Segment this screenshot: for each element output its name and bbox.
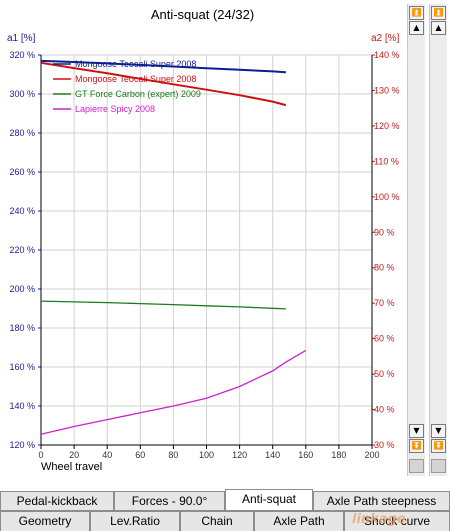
series-line bbox=[40, 349, 307, 435]
y-left-tick-label: 200 % bbox=[9, 284, 35, 294]
y-right-tick-label: 40 % bbox=[374, 405, 395, 415]
tab-chain[interactable]: Chain bbox=[180, 511, 254, 531]
scroll-down-icon[interactable]: ▼ bbox=[409, 424, 424, 438]
y-left-tick-label: 280 % bbox=[9, 128, 35, 138]
y-right-tick-label: 130 % bbox=[374, 85, 400, 95]
scroll-thumb[interactable] bbox=[431, 459, 446, 473]
scroll-top-icon[interactable]: ⏫ bbox=[409, 6, 424, 20]
tab-geometry[interactable]: Geometry bbox=[0, 511, 90, 531]
y-right-tick-label: 70 % bbox=[374, 298, 395, 308]
y-right-tick-label: 30 % bbox=[374, 440, 395, 450]
tab-shock-curve[interactable]: Shock curve bbox=[344, 511, 450, 531]
x-tick-label: 200 bbox=[364, 450, 379, 460]
chart-grid bbox=[41, 54, 373, 445]
scroll-top-icon[interactable]: ⏫ bbox=[431, 6, 446, 20]
x-tick-label: 20 bbox=[69, 450, 79, 460]
anti-squat-chart: 0 20 40 60 80 100 120 140 160 180 200 120 % 140 % 160… bbox=[9, 50, 399, 473]
tab-forces[interactable]: Forces - 90.0° bbox=[114, 491, 225, 510]
x-tick-label: 140 bbox=[265, 450, 280, 460]
tab-pedal-kickback[interactable]: Pedal-kickback bbox=[0, 491, 114, 510]
legend-entry: Mongoose Teocali Super 2008 bbox=[75, 74, 196, 84]
scroll-bottom-icon[interactable]: ⏬ bbox=[431, 439, 446, 453]
chart-series bbox=[40, 59, 307, 435]
x-tick-label: 60 bbox=[135, 450, 145, 460]
legend-entry: GT Force Carbon (expert) 2009 bbox=[75, 89, 201, 99]
tab-divider bbox=[0, 510, 450, 511]
scroll-thumb[interactable] bbox=[409, 459, 424, 473]
y-left-tick-label: 120 % bbox=[9, 440, 35, 450]
y-right-tick-label: 80 % bbox=[374, 263, 395, 273]
legend-entry: Lapierre Spicy 2008 bbox=[75, 104, 155, 114]
x-tick-label: 100 bbox=[199, 450, 214, 460]
x-axis-label: Wheel travel bbox=[41, 461, 102, 473]
tab-axle-path-steepness[interactable]: Axle Path steepness bbox=[313, 491, 450, 510]
tab-lev-ratio[interactable]: Lev.Ratio bbox=[90, 511, 180, 531]
scroll-down-icon[interactable]: ▼ bbox=[431, 424, 446, 438]
left-axis-unit: a1 [%] bbox=[7, 33, 36, 44]
y-right-tick-label: 140 % bbox=[374, 50, 400, 60]
y-left-tick-label: 320 % bbox=[9, 50, 35, 60]
x-tick-label: 120 bbox=[232, 450, 247, 460]
y-left-tick-label: 160 % bbox=[9, 362, 35, 372]
y-left-tick-label: 180 % bbox=[9, 323, 35, 333]
tab-row-top: Pedal-kickback Forces - 90.0° Anti-squat… bbox=[0, 489, 450, 510]
chart-legend: Mongoose Teocali Super 2008 Mongoose Teoc… bbox=[53, 59, 201, 114]
tab-row-bottom: Geometry Lev.Ratio Chain Axle Path Shock… bbox=[0, 511, 450, 531]
legend-entry: Mongoose Teocali Super 2008 bbox=[75, 59, 196, 69]
watermark-logo: linkage bbox=[352, 512, 406, 527]
x-tick-label: 160 bbox=[298, 450, 313, 460]
y-left-tick-label: 220 % bbox=[9, 245, 35, 255]
y-right-tick-label: 110 % bbox=[374, 156, 399, 166]
scroll-up-icon[interactable]: ▲ bbox=[409, 21, 424, 35]
y-right-tick-label: 60 % bbox=[374, 334, 395, 344]
x-tick-label: 180 bbox=[331, 450, 346, 460]
right-axis-unit: a2 [%] bbox=[371, 33, 400, 44]
y-left-tick-label: 140 % bbox=[9, 401, 35, 411]
x-tick-label: 40 bbox=[102, 450, 112, 460]
series-line bbox=[40, 59, 286, 74]
series-line bbox=[40, 61, 287, 107]
y-left-tick-label: 300 % bbox=[9, 89, 35, 99]
y-left-tick-label: 240 % bbox=[9, 206, 35, 216]
y-right-tick-label: 90 % bbox=[374, 227, 395, 237]
scroll-column-right[interactable]: ⏫ ▲ ▼ ⏬ bbox=[429, 4, 447, 476]
scroll-column-left[interactable]: ⏫ ▲ ▼ ⏬ bbox=[407, 4, 425, 476]
scroll-bottom-icon[interactable]: ⏬ bbox=[409, 439, 424, 453]
tab-axle-path[interactable]: Axle Path bbox=[254, 511, 344, 531]
x-tick-label: 80 bbox=[168, 450, 178, 460]
y-right-tick-label: 50 % bbox=[374, 369, 395, 379]
scroll-up-icon[interactable]: ▲ bbox=[431, 21, 446, 35]
y-right-tick-label: 100 % bbox=[374, 192, 400, 202]
y-left-tick-label: 260 % bbox=[9, 167, 35, 177]
y-right-tick-label: 120 % bbox=[374, 121, 400, 131]
tab-anti-squat[interactable]: Anti-squat bbox=[225, 489, 313, 510]
x-tick-label: 0 bbox=[38, 450, 43, 460]
chart-axes: 0 20 40 60 80 100 120 140 160 180 200 120 % 140 % 160… bbox=[9, 50, 399, 460]
window-title: Anti-squat (24/32) bbox=[150, 7, 255, 22]
series-line bbox=[40, 300, 286, 310]
